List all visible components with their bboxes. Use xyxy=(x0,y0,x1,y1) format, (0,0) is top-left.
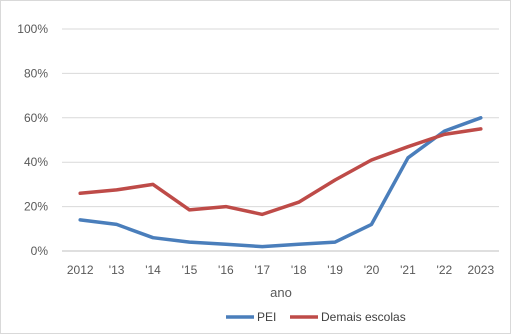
x-tick-label: '22 xyxy=(437,263,453,277)
y-tick-label: 0% xyxy=(31,244,49,258)
x-tick-label: '19 xyxy=(327,263,343,277)
x-tick-label: '13 xyxy=(109,263,125,277)
x-tick-label: '17 xyxy=(254,263,270,277)
legend-label: PEI xyxy=(257,310,276,324)
legend-label: Demais escolas xyxy=(321,310,406,324)
x-axis-title: ano xyxy=(270,285,292,300)
x-tick-label: '20 xyxy=(364,263,380,277)
x-tick-label: '18 xyxy=(291,263,307,277)
y-tick-label: 100% xyxy=(17,22,48,36)
series-line-demais-escolas xyxy=(78,127,483,217)
x-axis-ticks: 2012 '13 '14 '15 '16 '17 '18 '19 '20 '21 '22 2023 xyxy=(67,263,495,277)
legend: PEI Demais escolas xyxy=(226,310,406,324)
x-tick-label: 2012 xyxy=(67,263,94,277)
x-tick-label: 2023 xyxy=(467,263,494,277)
x-tick-label: '15 xyxy=(182,263,198,277)
gridlines xyxy=(62,28,499,252)
y-axis-ticks: 0% 20% 40% 60% 80% 100% xyxy=(17,22,48,258)
y-tick-label: 20% xyxy=(24,200,48,214)
x-tick-label: '21 xyxy=(400,263,416,277)
x-tick-label: '16 xyxy=(218,263,234,277)
y-tick-label: 80% xyxy=(24,66,48,80)
x-tick-label: '14 xyxy=(145,263,161,277)
series-lines xyxy=(78,116,483,249)
series-line-pei xyxy=(78,116,483,249)
y-tick-label: 60% xyxy=(24,111,48,125)
y-tick-label: 40% xyxy=(24,155,48,169)
